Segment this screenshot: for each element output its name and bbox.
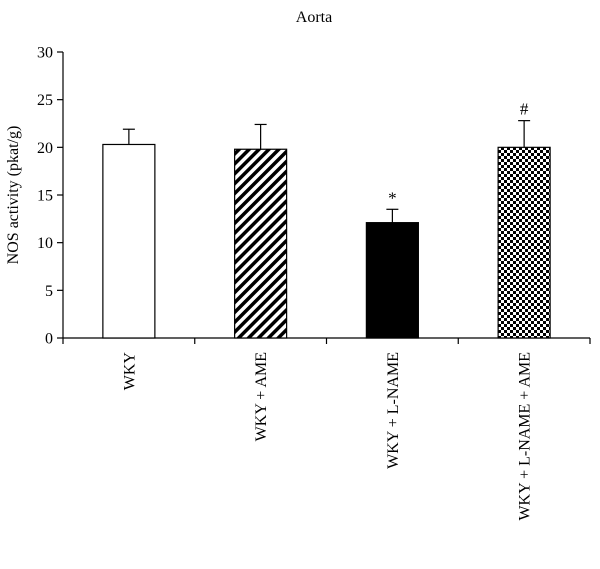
y-tick-label: 5 — [45, 283, 53, 300]
y-tick-label: 25 — [37, 92, 53, 109]
bar — [234, 148, 288, 339]
y-tick-label: 0 — [45, 331, 53, 348]
y-tick-label: 15 — [37, 188, 53, 205]
y-tick-label: 30 — [37, 45, 53, 62]
significance-marker: * — [388, 188, 397, 207]
bar — [102, 143, 156, 339]
x-ticks — [62, 338, 591, 344]
x-tick-label: WKY — [121, 352, 138, 391]
x-tick-label: WKY + L-NAME + AME — [517, 352, 534, 521]
y-axis-label: NOS activity (pkat/g) — [5, 126, 22, 265]
bars: *# — [102, 100, 551, 339]
y-tick-label: 10 — [37, 235, 53, 252]
y-ticks: 0 5 10 15 20 25 30 — [37, 45, 63, 348]
significance-marker: # — [520, 100, 529, 119]
bar — [497, 146, 551, 339]
y-tick-label: 20 — [37, 140, 53, 157]
x-tick-label: WKY + L-NAME — [385, 352, 402, 469]
x-tick-label: WKY + AME — [253, 352, 270, 441]
x-tick-labels: WKY WKY + AME WKY + L-NAME WKY + L-NAME + A… — [121, 352, 533, 521]
bar — [365, 222, 419, 339]
chart-title: Aorta — [296, 9, 332, 26]
